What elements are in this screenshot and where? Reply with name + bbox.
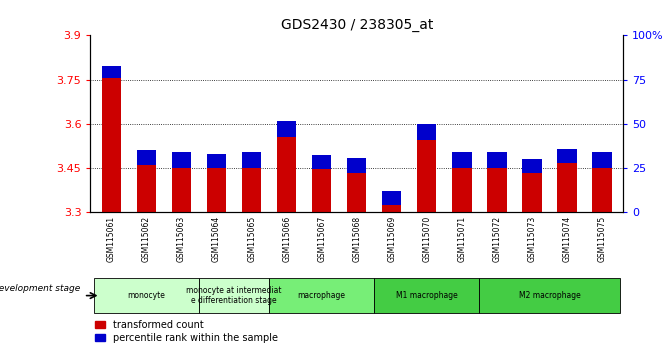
Bar	[592, 167, 612, 212]
Bar	[312, 155, 332, 169]
FancyBboxPatch shape	[94, 278, 199, 313]
Bar	[102, 66, 121, 79]
Text: GSM115064: GSM115064	[212, 216, 221, 262]
Bar	[242, 168, 261, 212]
Bar	[207, 154, 226, 168]
Bar	[452, 152, 472, 167]
Bar	[137, 150, 156, 165]
FancyBboxPatch shape	[199, 278, 269, 313]
Text: GSM115066: GSM115066	[282, 216, 291, 262]
Text: GSM115073: GSM115073	[527, 216, 537, 262]
Text: development stage: development stage	[0, 284, 80, 293]
Text: GSM115061: GSM115061	[107, 216, 116, 262]
Text: GSM115074: GSM115074	[563, 216, 572, 262]
Text: GSM115065: GSM115065	[247, 216, 256, 262]
FancyBboxPatch shape	[480, 278, 620, 313]
FancyBboxPatch shape	[269, 278, 375, 313]
Text: monocyte: monocyte	[127, 291, 165, 300]
Text: M1 macrophage: M1 macrophage	[396, 291, 458, 300]
Text: GSM115062: GSM115062	[142, 216, 151, 262]
Text: GSM115070: GSM115070	[422, 216, 431, 262]
Bar	[347, 172, 366, 212]
Bar	[382, 191, 401, 205]
Bar	[102, 79, 121, 212]
Bar	[523, 173, 541, 212]
Text: macrophage: macrophage	[297, 291, 346, 300]
Text: M2 macrophage: M2 macrophage	[519, 291, 580, 300]
Bar	[172, 152, 191, 168]
Text: GSM115067: GSM115067	[317, 216, 326, 262]
Text: monocyte at intermediat
e differentiation stage: monocyte at intermediat e differentiatio…	[186, 286, 282, 305]
Bar	[242, 152, 261, 168]
Bar	[417, 140, 436, 212]
Title: GDS2430 / 238305_at: GDS2430 / 238305_at	[281, 18, 433, 32]
Text: GSM115063: GSM115063	[177, 216, 186, 262]
Bar	[207, 168, 226, 212]
Bar	[172, 168, 191, 212]
Bar	[557, 149, 577, 163]
Text: GSM115075: GSM115075	[598, 216, 606, 262]
Text: GSM115072: GSM115072	[492, 216, 501, 262]
Text: GSM115068: GSM115068	[352, 216, 361, 262]
Bar	[487, 167, 507, 212]
Bar	[312, 169, 332, 212]
Text: GSM115069: GSM115069	[387, 216, 397, 262]
Bar	[523, 159, 541, 173]
Bar	[417, 124, 436, 140]
FancyBboxPatch shape	[375, 278, 480, 313]
Bar	[557, 163, 577, 212]
Bar	[382, 205, 401, 212]
Legend: transformed count, percentile rank within the sample: transformed count, percentile rank withi…	[95, 320, 278, 343]
Bar	[137, 165, 156, 212]
Text: GSM115071: GSM115071	[458, 216, 466, 262]
Bar	[592, 152, 612, 167]
Bar	[452, 167, 472, 212]
Bar	[487, 152, 507, 167]
Bar	[347, 158, 366, 172]
Bar	[277, 121, 296, 137]
Bar	[277, 137, 296, 212]
